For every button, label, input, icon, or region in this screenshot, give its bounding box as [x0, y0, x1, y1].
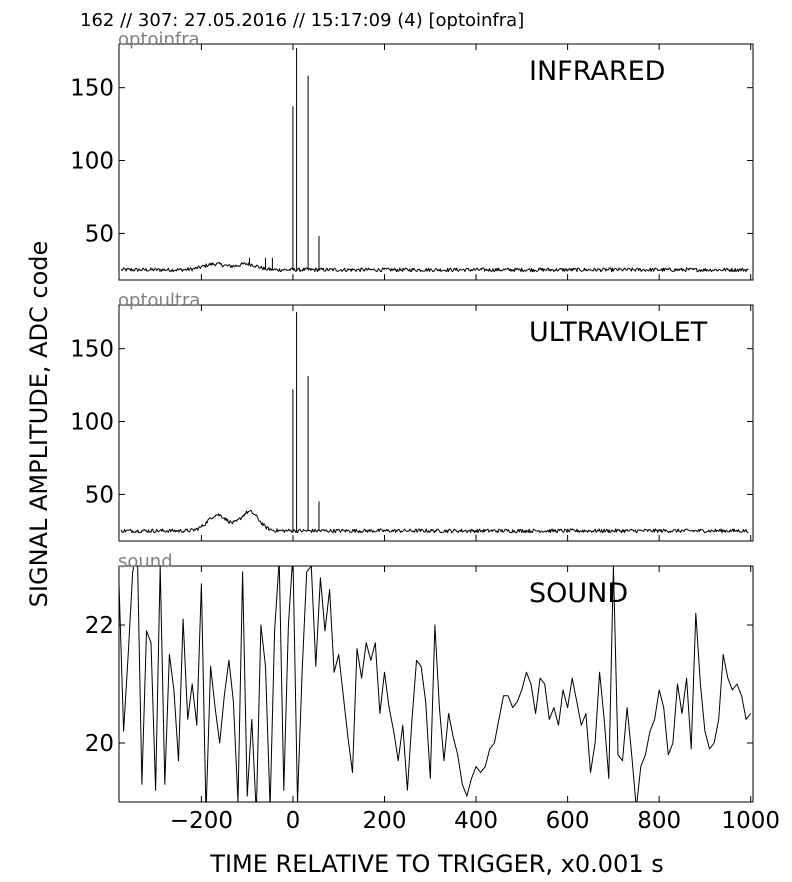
figure-header: 162 // 307: 27.05.2016 // 15:17:09 (4) [… — [80, 10, 524, 31]
panel-tag: optoultra — [118, 290, 200, 311]
panels-container: 50 100 150 optoinfra INFRARED 50 100 150 optoult… — [70, 29, 780, 834]
y-tick-label: 100 — [70, 149, 114, 175]
plot-frame — [118, 43, 754, 281]
x-tick-label: 400 — [454, 808, 498, 834]
panel-title: ULTRAVIOLET — [529, 317, 708, 348]
panel-title: INFRARED — [529, 56, 665, 87]
series-trace-optoultra — [120, 311, 749, 534]
panel-tag: sound — [118, 551, 173, 572]
x-tick-label: 600 — [546, 808, 590, 834]
plot-frame — [118, 304, 754, 542]
x-tick-label: 800 — [637, 808, 681, 834]
x-axis-label: TIME RELATIVE TO TRIGGER, x0.001 s — [209, 850, 663, 878]
y-tick-label: 100 — [70, 410, 114, 436]
y-tick-label: 150 — [70, 337, 114, 363]
x-tick-label: 200 — [363, 808, 407, 834]
panel-sound: −200 0 200 400 600 800 1000 20 22 sound SOUND — [85, 551, 780, 834]
series-trace-sound — [119, 566, 752, 802]
panel-optoultra: 50 100 150 optoultra ULTRAVIOLET — [70, 290, 754, 542]
panel-optoinfra: 50 100 150 optoinfra INFRARED — [70, 29, 754, 281]
panel-title: SOUND — [529, 578, 628, 609]
y-tick-label: 50 — [85, 221, 114, 247]
x-tick-label: 0 — [286, 808, 301, 834]
y-tick-label: 20 — [85, 731, 114, 757]
series-trace-optoinfra — [120, 47, 749, 273]
panel-tag: optoinfra — [118, 29, 200, 50]
y-tick-label: 22 — [85, 613, 114, 639]
y-tick-label: 150 — [70, 76, 114, 102]
y-tick-label: 50 — [85, 482, 114, 508]
plot-frame — [118, 565, 754, 803]
x-tick-label: −200 — [170, 808, 233, 834]
y-axis-label: SIGNAL AMPLITUDE, ADC code — [25, 241, 53, 608]
x-tick-label: 1000 — [721, 808, 780, 834]
